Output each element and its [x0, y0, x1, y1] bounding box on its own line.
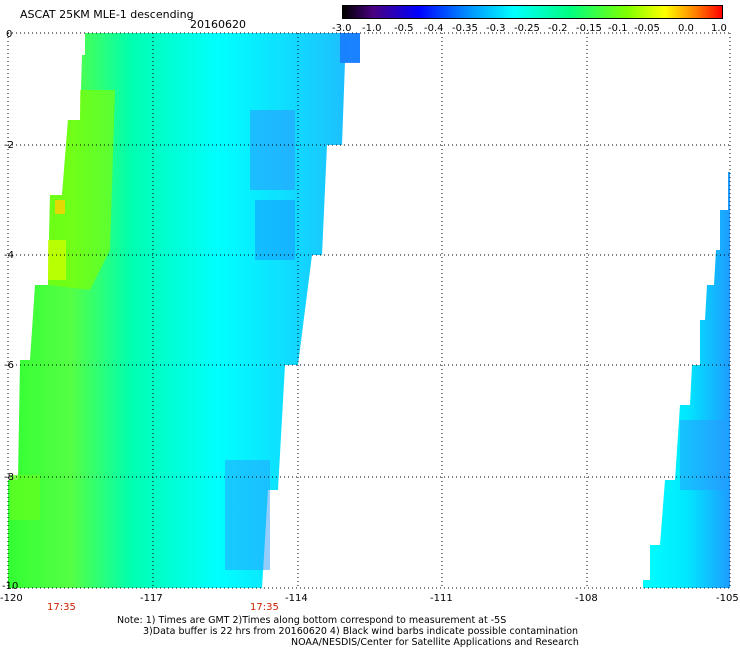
grid	[7, 32, 731, 589]
colorbar-label: -0.2	[548, 23, 568, 34]
colorbar-label: -0.1	[608, 23, 628, 34]
x-tick-label: -120	[0, 593, 23, 604]
swath-left-low	[250, 110, 295, 190]
map-title: ASCAT 25KM MLE-1 descending	[20, 8, 194, 21]
swath-left-peak	[55, 200, 65, 214]
x-tick-label: -105	[716, 593, 739, 604]
colorbar-label: 1.0	[711, 23, 727, 34]
y-tick-label: -2	[4, 140, 14, 151]
colorbar-labels: -3.0 -1.0 -0.5 -0.4 -0.35 -0.3 -0.25 -0.…	[330, 23, 740, 37]
y-tick-label: -8	[4, 472, 14, 483]
swath-left-low	[225, 460, 270, 570]
x-tick-label: -111	[430, 593, 453, 604]
swath-right	[643, 172, 730, 588]
colorbar-label: 0.0	[678, 23, 694, 34]
swath-left-low	[255, 200, 295, 260]
swath-right-low	[680, 420, 725, 490]
x-tick-label: -114	[285, 593, 308, 604]
map-date: 20160620	[190, 18, 246, 31]
note-line-3: NOAA/NESDIS/Center for Satellite Applica…	[291, 637, 579, 648]
colorbar-label: -0.25	[514, 23, 540, 34]
y-tick-label: -6	[4, 360, 14, 371]
y-tick-label: -10	[2, 581, 18, 592]
note-line-2: 3)Data buffer is 22 hrs from 20160620 4)…	[143, 626, 579, 637]
swath-left-peak	[10, 475, 40, 520]
colorbar-label: -0.3	[486, 23, 506, 34]
swath-left	[8, 33, 360, 588]
colorbar-label: -1.0	[362, 23, 382, 34]
x-tick-label: -117	[140, 593, 163, 604]
x-tick-label: -108	[575, 593, 598, 604]
time-label: 17:35	[47, 602, 76, 613]
colorbar-label: -3.0	[332, 23, 352, 34]
colorbar-label: -0.5	[394, 23, 414, 34]
colorbar-label: -0.15	[576, 23, 602, 34]
swath-left-low	[340, 33, 360, 63]
colorbar	[342, 5, 723, 19]
note-line-1: Note: 1) Times are GMT 2)Times along bot…	[117, 615, 507, 626]
y-tick-label: -4	[4, 250, 14, 261]
time-label: 17:35	[250, 602, 279, 613]
colorbar-label: -0.35	[452, 23, 478, 34]
y-tick-label: 0	[6, 29, 12, 40]
swath-left-peak	[48, 240, 66, 280]
colorbar-label: -0.4	[424, 23, 444, 34]
colorbar-label: -0.05	[634, 23, 660, 34]
